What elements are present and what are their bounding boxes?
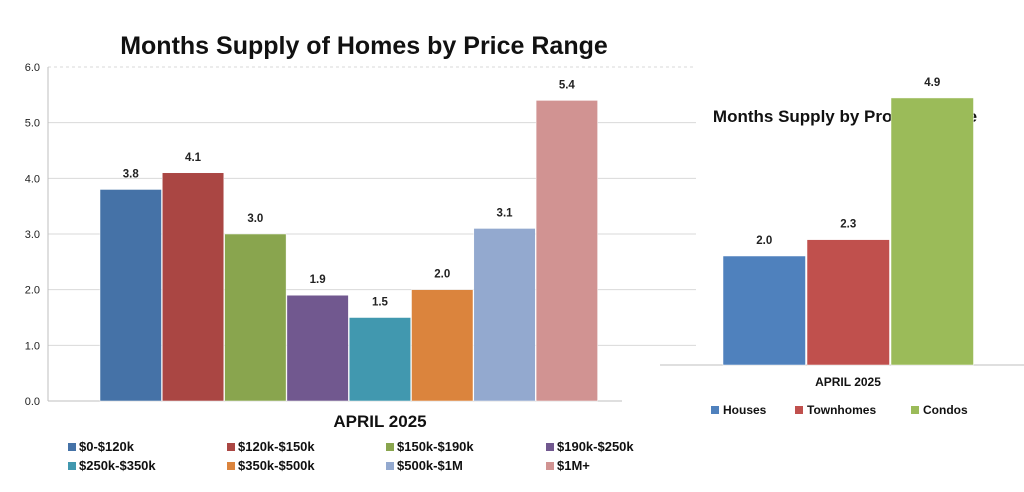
property-type-legend-swatch bbox=[711, 406, 719, 414]
price-range-bar bbox=[224, 233, 287, 402]
price-range-y-tick-label: 6.0 bbox=[25, 62, 40, 74]
property-type-legend-label: Houses bbox=[723, 403, 767, 417]
property-type-legend-label: Townhomes bbox=[807, 403, 876, 417]
price-range-bar bbox=[411, 289, 474, 402]
price-range-data-label: 3.0 bbox=[247, 213, 263, 225]
price-range-data-label: 5.4 bbox=[559, 79, 576, 91]
price-range-y-tick-label: 2.0 bbox=[25, 285, 40, 297]
property-type-legend-swatch bbox=[911, 406, 919, 414]
price-range-legend-swatch bbox=[546, 443, 554, 451]
price-range-legend-swatch bbox=[227, 443, 235, 451]
price-range-legend-label: $190k-$250k bbox=[557, 439, 634, 454]
price-range-y-tick-label: 5.0 bbox=[25, 118, 40, 130]
price-range-bar bbox=[99, 189, 162, 402]
price-range-legend-swatch bbox=[68, 443, 76, 451]
price-range-bar bbox=[348, 317, 411, 402]
price-range-legend-label: $150k-$190k bbox=[397, 439, 474, 454]
property-type-legend-swatch bbox=[795, 406, 803, 414]
price-range-y-tick-label: 0.0 bbox=[25, 396, 40, 408]
property-type-data-label: 2.0 bbox=[756, 235, 772, 247]
property-type-bar bbox=[806, 239, 890, 366]
price-range-x-axis-label: APRIL 2025 bbox=[333, 412, 426, 431]
property-type-data-label: 2.3 bbox=[840, 219, 856, 231]
price-range-y-tick-label: 3.0 bbox=[25, 229, 40, 241]
price-range-data-label: 1.9 bbox=[310, 274, 326, 286]
price-range-data-label: 2.0 bbox=[434, 269, 450, 281]
price-range-data-label: 4.1 bbox=[185, 152, 202, 164]
price-range-bar bbox=[473, 228, 536, 402]
price-range-legend-swatch bbox=[386, 462, 394, 470]
price-range-y-tick-label: 1.0 bbox=[25, 340, 40, 352]
price-range-legend-label: $1M+ bbox=[557, 458, 590, 473]
property-type-data-label: 4.9 bbox=[924, 77, 940, 89]
property-type-x-axis-label: APRIL 2025 bbox=[815, 375, 881, 389]
price-range-chart-title: Months Supply of Homes by Price Range bbox=[120, 32, 608, 60]
price-range-bar bbox=[162, 172, 225, 402]
property-type-bar bbox=[890, 97, 974, 366]
price-range-legend-label: $250k-$350k bbox=[79, 458, 156, 473]
price-range-legend-label: $0-$120k bbox=[79, 439, 135, 454]
price-range-data-label: 1.5 bbox=[372, 297, 389, 309]
price-range-legend-label: $350k-$500k bbox=[238, 458, 315, 473]
price-range-bar bbox=[286, 294, 349, 402]
price-range-legend-label: $500k-$1M bbox=[397, 458, 463, 473]
price-range-legend-swatch bbox=[227, 462, 235, 470]
price-range-legend-label: $120k-$150k bbox=[238, 439, 315, 454]
price-range-legend-swatch bbox=[386, 443, 394, 451]
price-range-data-label: 3.1 bbox=[497, 207, 514, 219]
price-range-legend-swatch bbox=[68, 462, 76, 470]
price-range-data-label: 3.8 bbox=[123, 168, 140, 180]
price-range-legend-swatch bbox=[546, 462, 554, 470]
property-type-legend-label: Condos bbox=[923, 403, 968, 417]
price-range-y-tick-label: 4.0 bbox=[25, 173, 40, 185]
property-type-bar bbox=[722, 255, 806, 366]
price-range-bar bbox=[535, 100, 598, 402]
